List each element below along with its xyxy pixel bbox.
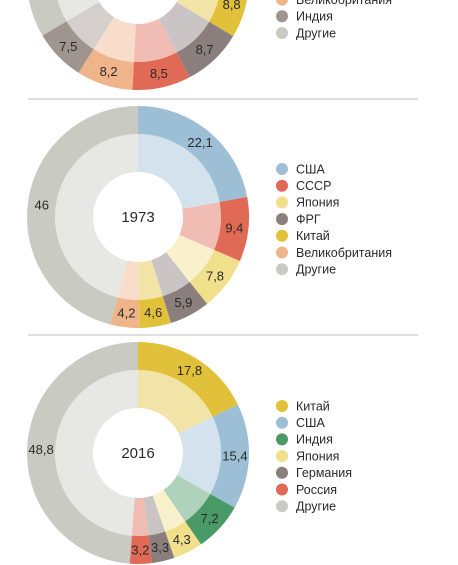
legend-swatch — [276, 466, 288, 479]
legend-label: Великобритания — [296, 246, 392, 260]
segment-inner — [55, 134, 138, 298]
segment-inner — [179, 201, 221, 250]
legend-swatch — [276, 179, 288, 192]
legend-swatch — [276, 450, 288, 463]
data-label: 8,8 — [223, 0, 241, 12]
legend-swatch — [276, 246, 288, 259]
legend-label: Китай — [296, 399, 330, 413]
legend-label: Россия — [296, 483, 337, 497]
segment-inner — [151, 252, 190, 297]
segment-outer — [42, 21, 94, 73]
legend-swatch — [276, 400, 288, 412]
legend-swatch — [276, 27, 288, 39]
legend-label: Другие — [296, 499, 336, 513]
segment-outer — [139, 296, 171, 328]
legend-label: Индия — [296, 10, 333, 24]
data-label: 48,8 — [28, 442, 53, 457]
segment-inner — [57, 0, 100, 22]
segment-inner — [138, 370, 213, 434]
data-label: 46 — [35, 197, 49, 212]
segment-inner — [93, 16, 136, 62]
legend-swatch — [276, 196, 288, 209]
legend-label: Япония — [296, 196, 339, 210]
center-label: 2016 — [121, 445, 154, 462]
data-label: 3,2 — [131, 542, 149, 557]
data-label: 17,8 — [177, 363, 202, 378]
segment-outer — [138, 106, 248, 202]
segment-inner — [177, 416, 222, 494]
center-label: 1973 — [121, 209, 154, 226]
segment-inner — [152, 490, 186, 532]
segment-outer — [214, 196, 249, 262]
legend-swatch — [276, 263, 288, 276]
segment-outer — [162, 281, 208, 323]
data-label: 4,2 — [117, 306, 135, 321]
legend-swatch — [276, 483, 288, 496]
segment-outer — [165, 521, 201, 558]
legend-label: Индия — [296, 433, 333, 447]
segment-outer — [148, 531, 175, 564]
data-label: 7,5 — [59, 39, 77, 54]
data-label: 22,1 — [187, 135, 212, 150]
legend-label: ФРГ — [296, 212, 321, 226]
data-label: 4,6 — [144, 305, 162, 320]
segment-outer — [185, 493, 235, 545]
segment-outer — [189, 249, 240, 304]
segment-inner — [163, 475, 211, 522]
legend-swatch — [276, 213, 288, 226]
legend-swatch — [276, 163, 288, 175]
data-label: 8,2 — [100, 64, 118, 79]
data-label: 3,3 — [151, 540, 169, 555]
legend-label: Другие — [296, 26, 336, 40]
data-label: 8,5 — [150, 66, 168, 81]
segment-inner — [66, 1, 114, 50]
segment-outer — [132, 52, 190, 90]
segment-inner — [138, 134, 220, 209]
data-label: 7,8 — [206, 268, 224, 283]
segment-outer — [27, 342, 139, 564]
data-label: 7,2 — [200, 511, 218, 526]
segment-outer — [26, 106, 138, 325]
data-label: 8,7 — [196, 42, 214, 57]
segment-outer — [210, 404, 249, 508]
data-label: 9,4 — [225, 220, 243, 235]
legend-label: США — [296, 162, 325, 176]
segment-outer — [209, 0, 247, 37]
segment-outer — [176, 21, 234, 78]
segment-inner — [131, 497, 149, 536]
legend-swatch — [276, 229, 288, 242]
legend-label: Китай — [296, 229, 330, 243]
legend-label: США — [296, 416, 325, 430]
segment-inner — [133, 18, 177, 62]
segment-outer — [110, 297, 140, 328]
segment-inner — [55, 370, 138, 536]
segment-outer — [138, 342, 238, 417]
data-label: 4,3 — [173, 532, 191, 547]
legend-label: СССР — [296, 179, 331, 193]
data-label: 5,9 — [174, 295, 192, 310]
segment-inner — [117, 260, 140, 300]
segment-inner — [158, 2, 210, 53]
legend-label: Другие — [296, 262, 336, 276]
legend-label: Япония — [296, 449, 339, 463]
legend-swatch — [276, 500, 288, 513]
data-label: 15,4 — [222, 448, 247, 463]
legend-swatch — [276, 416, 288, 429]
segment-inner — [176, 0, 219, 22]
segment-outer — [78, 49, 134, 90]
legend-swatch — [276, 433, 288, 446]
segment-outer — [129, 535, 152, 564]
legend-swatch — [276, 0, 288, 6]
legend-label: Германия — [296, 466, 352, 480]
segment-inner — [143, 495, 166, 536]
legend-swatch — [276, 10, 288, 23]
segment-inner — [138, 259, 163, 300]
legend-label: Великобритания — [296, 0, 392, 7]
segment-inner — [166, 234, 215, 282]
segment-outer — [29, 0, 67, 36]
